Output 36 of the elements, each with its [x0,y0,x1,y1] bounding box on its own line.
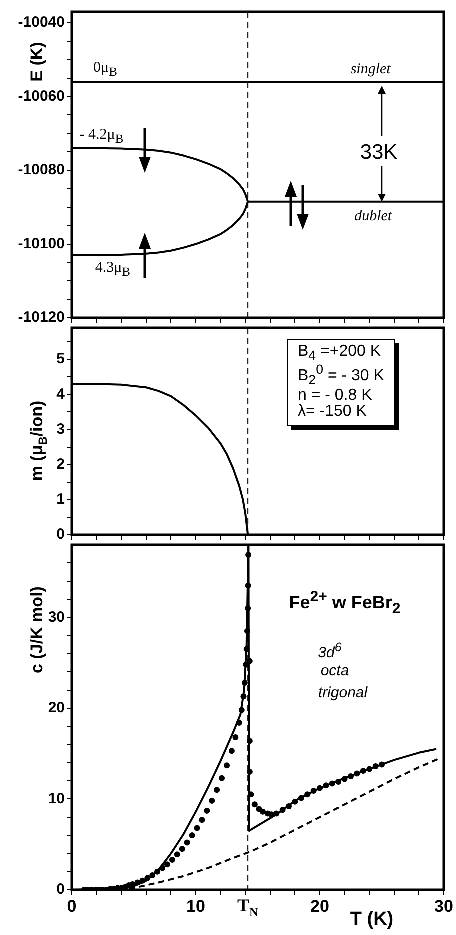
y-tick-label: -10100 [18,235,65,252]
annotation: λ= -150 K [298,403,368,422]
annotation: 0μ$_{B}$ [94,60,118,80]
y-tick-label: 4 [56,386,66,403]
y-tick-label: 20 [48,700,65,717]
y-tick-label: 2 [56,456,65,473]
y-tick-label: 3 [56,420,65,438]
y-tick-label: -10060 [18,88,65,105]
y-tick-label: -10080 [18,162,65,179]
y-tick-label: 5 [56,350,65,368]
y-axis-title: E (K) [28,42,47,82]
annotation: - 4.2μ$_{B}$ [80,127,124,148]
annotation: B$_{4}$ =+200 K [298,343,382,364]
annotation: 4.3μ$_{B}$ [95,260,130,280]
y-tick-label: 30 [48,608,65,626]
annotation: Fe$^{2+}$ w FeBr$_{2}$ [289,588,401,618]
annotation: n = - 0.8 K [298,386,374,404]
annotation: 33K [360,141,398,165]
annotation: dublet [354,208,392,226]
y-axis-title: m (μB/ion) [28,400,50,482]
x-tick-label: 10 [186,896,206,916]
y-tick-label: 10 [48,790,65,808]
y-tick-label: 1 [56,491,65,508]
y-tick-label: 0 [56,526,65,544]
annotation: B$_{2}$$^{0}$ = - 30 K [298,362,384,388]
annotation: octa [320,662,350,680]
y-tick-label: -10120 [18,309,65,326]
x-tick-label: 20 [310,896,330,916]
annotation: 3d$^{6}$ [318,640,342,662]
y-tick-label: -10040 [18,14,65,32]
x-axis-title: T (K) [350,909,394,930]
x-tick-label: 30 [434,896,454,916]
annotation: trigonal [318,684,368,702]
y-tick-label: 0 [56,881,65,898]
y-axis-title: c (J/K mol) [28,586,47,674]
annotation: singlet [350,62,391,79]
